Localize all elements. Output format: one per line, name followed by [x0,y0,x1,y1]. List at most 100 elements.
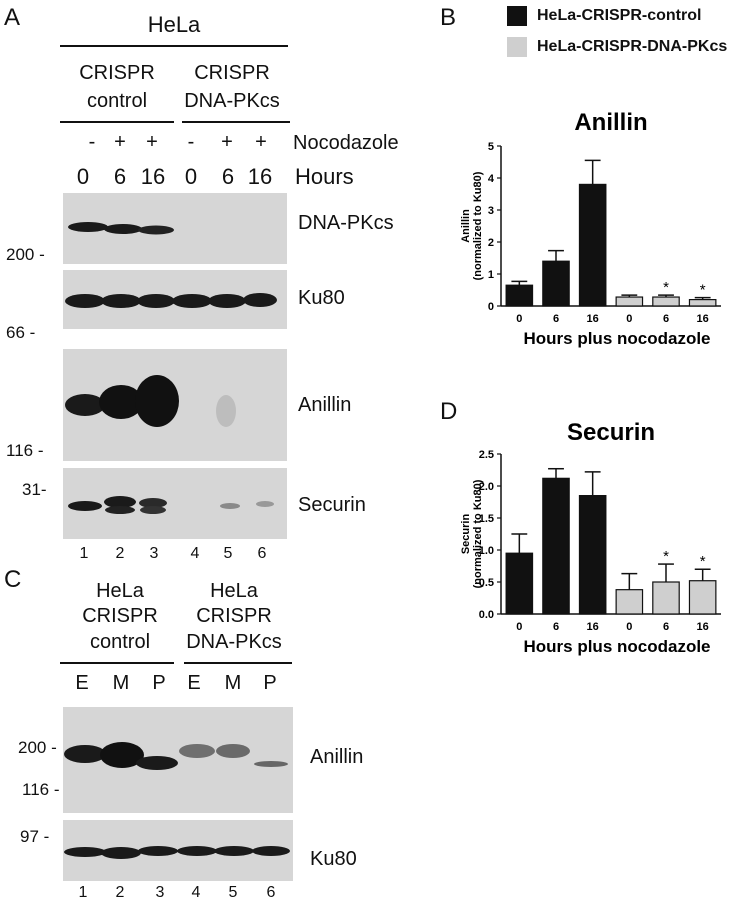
lane-c-1: 1 [78,884,88,901]
blot-label-dnapkcs: DNA-PKcs [298,212,394,234]
treatment-lane-5: + [221,131,233,153]
lane-c-5: 5 [228,884,238,901]
treatment-lane-3: + [146,131,158,153]
c-group-dnapk-underline [184,662,292,664]
blot-label-ku80: Ku80 [298,287,345,309]
legend-label-dnapk: HeLa-CRISPR-DNA-PKcs [537,38,728,55]
c-group-control-line1: HeLa [96,580,144,602]
x-tick-label: 16 [587,621,599,633]
hours-lane-5: 6 [221,164,235,189]
x-tick-label: 16 [587,313,599,325]
y-tick-label: 3 [488,205,494,217]
x-tick-label: 16 [697,621,709,633]
bar-control [505,552,534,615]
y-tick-label: 0 [488,301,494,313]
lane-a-4: 4 [190,545,200,562]
chart-anillin: Anillin Anillin (normalized to Ku80) 0 1 2 3 4 5… [440,100,740,385]
treatment-lane-6: + [255,131,267,153]
chart-title: Anillin [574,109,647,136]
y-tick-label: 2.0 [479,481,494,493]
panel-d-label: D [440,398,458,425]
y-tick-label: 2.5 [479,449,494,461]
y-tick-label: 1 [488,269,494,281]
lane-c-2: 2 [115,884,125,901]
y-axis-label-line1: Securin [460,514,472,555]
significance-mark: * [663,279,669,296]
blot-anillin-bands [65,375,236,427]
lane-c-4: 4 [191,884,201,901]
panel-c-label: C [4,566,22,593]
x-tick-label: 0 [516,313,522,325]
bar-control [542,477,570,615]
panel-a-label: A [4,4,21,31]
hours-label: Hours [295,164,354,189]
blot-ku80 [63,270,287,329]
bar-dnapk [615,296,644,307]
c-group-dnapk-line3: DNA-PKcs [186,631,282,653]
y-tick-label: 5 [488,141,494,153]
blot-ku80-bands [65,293,277,308]
y-axis-label-line2: (normalized to Ku80) [472,171,484,280]
bar-control [578,183,607,307]
blot-label-c-anillin: Anillin [310,746,364,768]
blot-c-ku80-bands [64,846,290,859]
legend-swatch-control [507,6,527,26]
x-tick-label: 0 [516,621,522,633]
y-tick-label: 4 [488,173,495,185]
blot-label-anillin: Anillin [298,394,352,416]
hours-lane-3: 16 [140,164,166,189]
marker-c-97: 97 - [20,827,50,846]
treatment-lane-4: - [187,131,195,153]
phase-lane-5: M [224,672,242,694]
significance-mark: * [700,282,706,299]
phase-lane-3: P [152,672,166,694]
chart-securin: Securin Securin (normalized to Ku80) 0.0 0.5… [440,412,740,682]
cell-line-underline [60,45,288,47]
x-tick-label: 0 [626,313,632,325]
significance-mark: * [700,553,706,570]
x-axis-label: Hours plus nocodazole [523,637,710,656]
c-group-dnapk-line1: HeLa [210,580,258,602]
blot-dnapkcs [63,193,287,264]
group-control-underline [60,121,174,123]
legend-label-control: HeLa-CRISPR-control [537,7,702,24]
cell-line-heading: HeLa [147,12,201,37]
x-tick-label: 6 [663,313,669,325]
bar-dnapk [688,299,717,307]
nocodazole-label: Nocodazole [293,132,399,154]
marker-66: 66 - [6,323,36,342]
bar-control [578,494,607,615]
bar-dnapk [688,580,717,615]
group-dnapk-line2: DNA-PKcs [184,90,280,112]
treatment-lane-2: + [114,131,126,153]
blot-c-anillin [63,707,293,813]
treatment-lane-1: - [88,131,96,153]
marker-116: 116 - [6,441,44,460]
marker-31: 31- [22,480,47,499]
c-group-control-line2: CRISPR [82,605,158,627]
lane-c-6: 6 [266,884,276,901]
lane-a-1: 1 [79,545,89,562]
group-control-line1: CRISPR [79,62,155,84]
bar-dnapk [652,581,680,615]
marker-200: 200 - [6,245,45,264]
y-tick-label: 0.5 [479,577,494,589]
marker-c-116: 116 - [22,780,60,799]
lane-a-5: 5 [223,545,233,562]
y-axis-label-line2: (normalized to Ku80) [472,479,484,588]
y-axis-label-line1: Anillin [460,209,472,243]
blot-securin-bands [68,496,274,514]
c-group-control-underline [60,662,174,664]
x-tick-label: 16 [697,313,709,325]
x-tick-label: 6 [553,621,559,633]
lane-a-3: 3 [149,545,159,562]
blot-c-anillin-bands [64,742,288,770]
chart-title: Securin [567,419,655,446]
lane-a-2: 2 [115,545,125,562]
panel-b-label: B [440,4,457,31]
significance-mark: * [663,548,669,565]
hours-lane-6: 16 [247,164,273,189]
blot-label-c-ku80: Ku80 [310,848,357,870]
phase-lane-6: P [263,672,277,694]
